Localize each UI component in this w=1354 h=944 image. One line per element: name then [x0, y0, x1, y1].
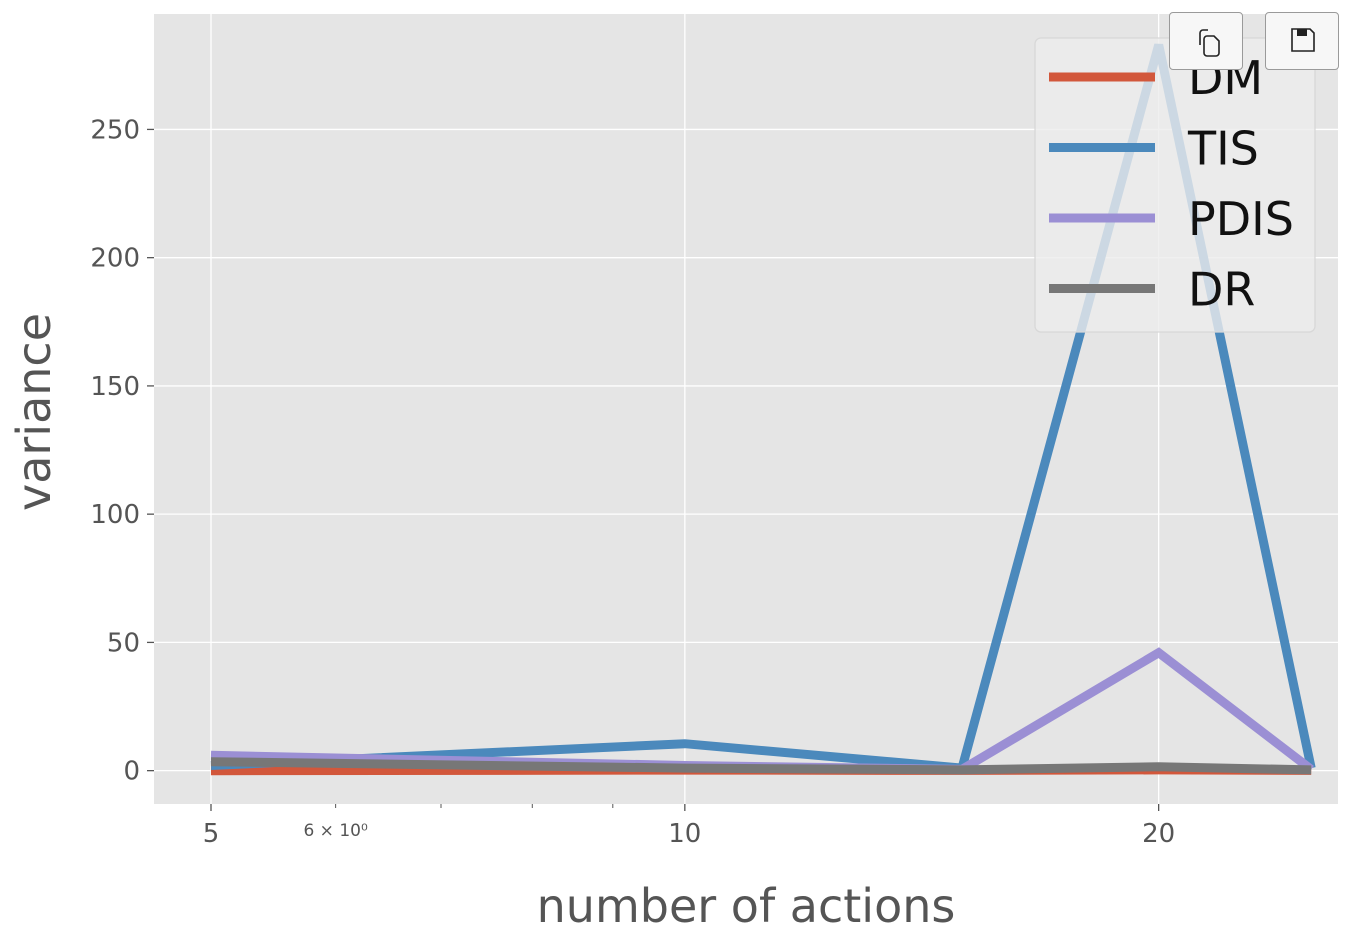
y-tick-label: 100	[90, 500, 140, 530]
y-tick-label: 250	[90, 115, 140, 145]
x-tick-label: 5	[203, 819, 220, 849]
y-tick-label: 150	[90, 372, 140, 402]
y-tick-label: 200	[90, 244, 140, 274]
save-icon	[1291, 28, 1315, 52]
y-tick-label: 50	[107, 628, 140, 658]
y-tick-label: 0	[123, 757, 140, 787]
series-line-dr	[210, 757, 1312, 775]
x-minor-tick-label: 6 × 10⁰	[303, 821, 367, 841]
legend-label-pdis: PDIS	[1188, 192, 1294, 246]
legend-label-dr: DR	[1188, 263, 1255, 317]
save-button[interactable]	[1265, 12, 1339, 70]
y-axis-label: variance	[7, 313, 61, 511]
legend-label-tis: TIS	[1187, 122, 1259, 176]
copy-icon	[1199, 29, 1220, 57]
x-axis-label: number of actions	[537, 879, 956, 933]
copy-button[interactable]	[1169, 12, 1243, 70]
axis-ticks: 0 50 100 150 200 250 5 10 20 6 × 10⁰	[90, 115, 1175, 849]
x-tick-label: 20	[1142, 819, 1175, 849]
x-tick-label: 10	[668, 819, 701, 849]
